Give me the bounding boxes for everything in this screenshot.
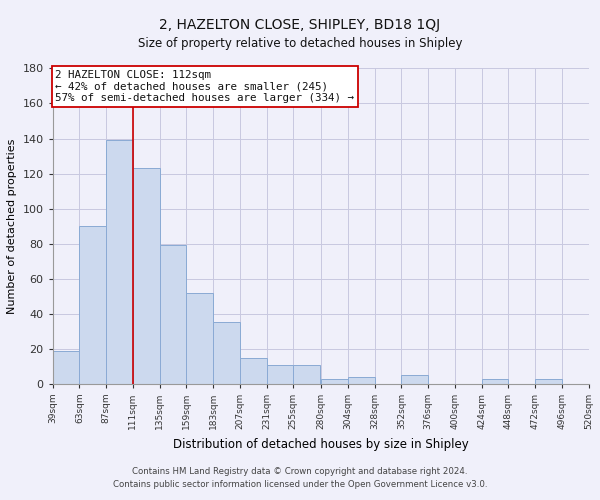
Bar xyxy=(293,364,320,384)
Text: 2, HAZELTON CLOSE, SHIPLEY, BD18 1QJ: 2, HAZELTON CLOSE, SHIPLEY, BD18 1QJ xyxy=(160,18,440,32)
Y-axis label: Number of detached properties: Number of detached properties xyxy=(7,138,17,314)
Text: Contains HM Land Registry data © Crown copyright and database right 2024.: Contains HM Land Registry data © Crown c… xyxy=(132,467,468,476)
Bar xyxy=(240,358,266,384)
Bar xyxy=(535,378,562,384)
Text: Contains public sector information licensed under the Open Government Licence v3: Contains public sector information licen… xyxy=(113,480,487,489)
Bar xyxy=(160,246,187,384)
Bar xyxy=(213,322,240,384)
Bar xyxy=(79,226,106,384)
Bar xyxy=(321,378,348,384)
Bar xyxy=(401,375,428,384)
X-axis label: Distribution of detached houses by size in Shipley: Distribution of detached houses by size … xyxy=(173,438,469,450)
Text: Size of property relative to detached houses in Shipley: Size of property relative to detached ho… xyxy=(138,38,462,51)
Bar xyxy=(53,350,79,384)
Bar xyxy=(133,168,160,384)
Bar xyxy=(187,292,213,384)
Bar xyxy=(266,364,293,384)
Bar xyxy=(106,140,133,384)
Bar xyxy=(348,377,374,384)
Bar xyxy=(482,378,508,384)
Text: 2 HAZELTON CLOSE: 112sqm
← 42% of detached houses are smaller (245)
57% of semi-: 2 HAZELTON CLOSE: 112sqm ← 42% of detach… xyxy=(55,70,355,103)
